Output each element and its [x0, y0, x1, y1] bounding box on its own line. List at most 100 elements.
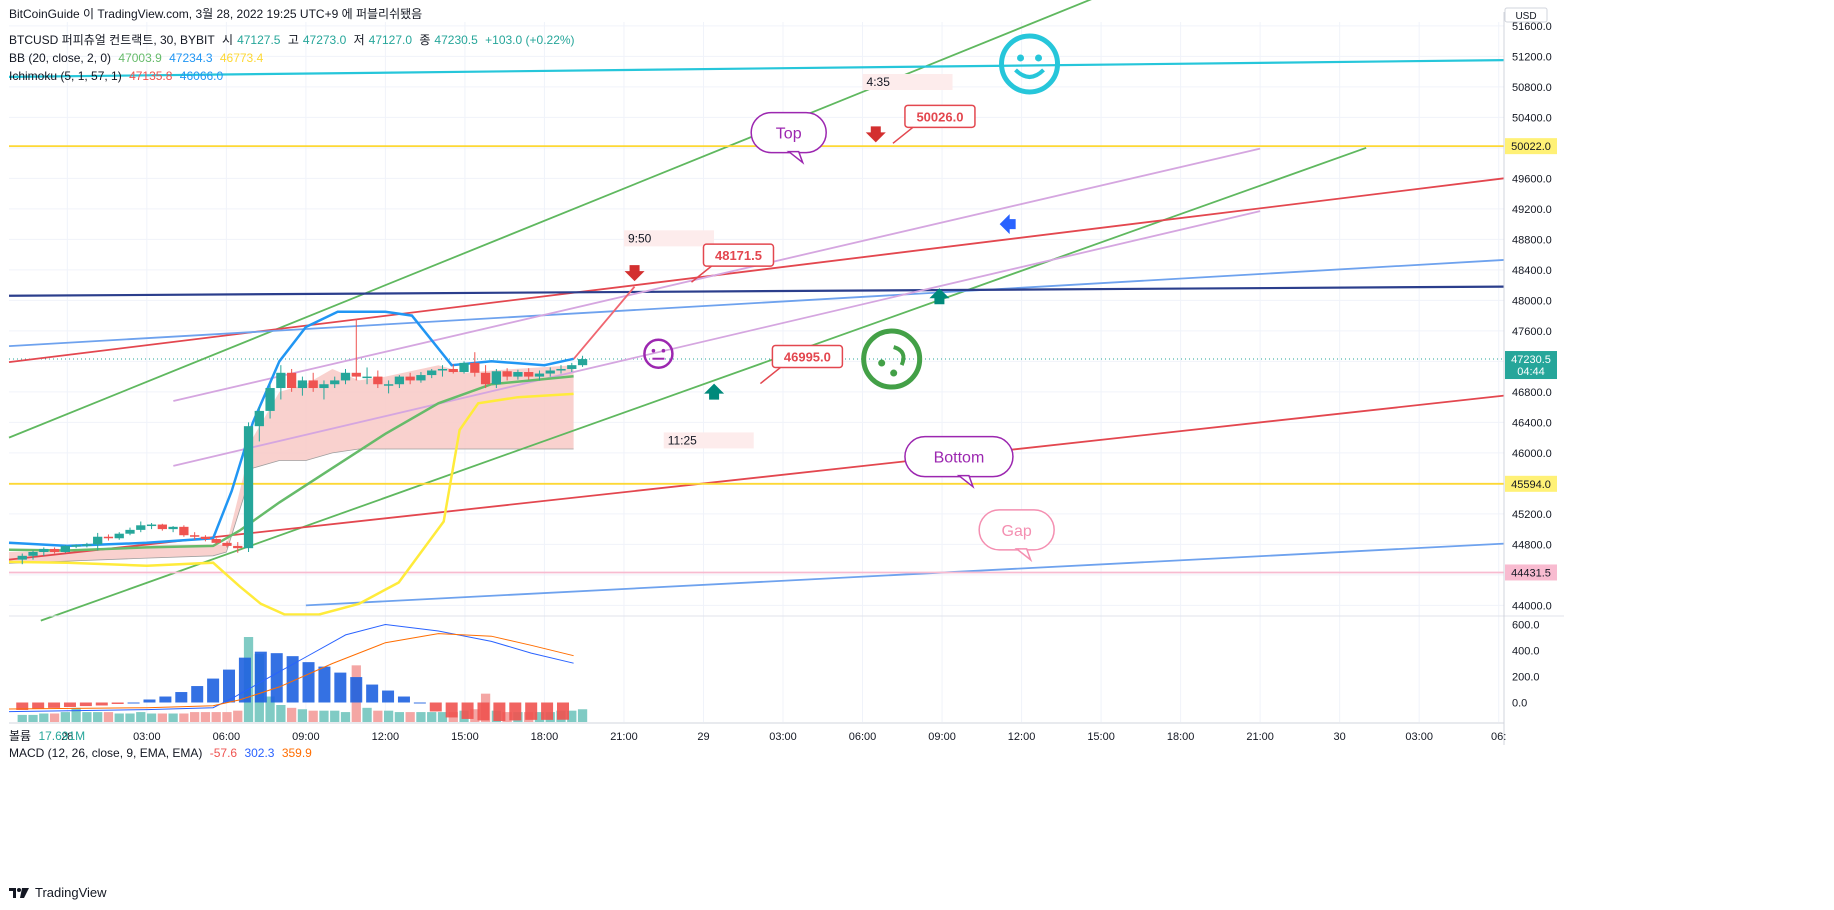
bb-basis-line: [8, 375, 574, 552]
speech-bubble-0: [750, 111, 827, 154]
price-label-countdown-0: 04:44: [1517, 366, 1545, 378]
price-label-box-3: [1505, 564, 1557, 581]
candle-body-14: [168, 526, 178, 530]
price-callout-label-2: 46995.0: [784, 350, 831, 365]
y-tick-label-16: 45200.0: [1512, 509, 1552, 521]
x-tick-label-5: 15:00: [451, 731, 479, 743]
candle-body-39: [437, 368, 448, 371]
speech-bubble-label-2: Gap: [1002, 523, 1032, 540]
volume-legend[interactable]: 볼륨 17.691M: [9, 729, 89, 743]
macd-hist-bar-26: [429, 702, 442, 712]
macd-hist-bar-12: [207, 678, 220, 703]
candle-body-8: [103, 536, 114, 539]
candle-body-2: [39, 548, 49, 552]
x-tick-label-0: 28: [61, 731, 73, 743]
volume-bar-38: [427, 712, 437, 722]
volume-bar-4: [60, 712, 70, 722]
price-label-0: 47230.5: [1511, 354, 1551, 366]
macd-legend[interactable]: MACD (12, 26, close, 9, EMA, EMA) -57.6 …: [9, 746, 316, 760]
speech-bubble-1: [904, 435, 1014, 478]
bb-upper-line: [8, 310, 574, 548]
volume-bar-52: [577, 709, 588, 722]
x-tick-label-7: 21:00: [610, 731, 638, 743]
bb-legend[interactable]: BB (20, close, 2, 0) 47003.9 47234.3 467…: [9, 51, 267, 65]
volume-bar-39: [437, 712, 448, 722]
candle-body-18: [211, 539, 221, 543]
volume-bar-0: [17, 714, 27, 722]
candle-body-37: [416, 375, 426, 381]
ichimoku-legend[interactable]: Ichimoku (5, 1, 57, 1) 47135.8 46066.0: [9, 69, 227, 83]
time-box-2: [663, 432, 754, 449]
candle-body-33: [373, 376, 383, 385]
macd-hist-bar-2: [48, 702, 61, 708]
candle-body-22: [254, 410, 264, 427]
volume-bar-32: [362, 707, 372, 722]
macd-label: MACD (12, 26, close, 9, EMA, EMA): [9, 746, 203, 760]
volume-bar-13: [157, 713, 167, 722]
x-tick-label-3: 09:00: [292, 731, 320, 743]
macd-tick-label-0: 600.0: [1512, 620, 1540, 632]
wink-eye-left: [878, 359, 886, 367]
y-tick-label-0: 51600.0: [1512, 21, 1552, 33]
candle-body-6: [82, 544, 92, 546]
arrow-up-3: [704, 383, 725, 400]
macd-hist-bar-15: [254, 651, 267, 703]
y-tick-label-6: 49200.0: [1512, 204, 1552, 216]
trendline-7: [8, 59, 1505, 79]
trendline-9: [173, 210, 1261, 467]
volume-bar-24: [276, 705, 286, 722]
macd-hist-value: -57.6: [209, 746, 238, 760]
ichimoku-conversion-value: 47135.8: [129, 69, 173, 83]
x-tick-label-4: 12:00: [372, 731, 400, 743]
macd-hist-bar-17: [286, 656, 299, 703]
trendline-6: [8, 285, 1505, 297]
smiley-mouth: [1014, 68, 1045, 79]
candle-body-26: [297, 380, 308, 389]
candle-body-35: [394, 376, 405, 385]
bb-label: BB (20, close, 2, 0): [9, 51, 112, 65]
ichimoku-cloud: [8, 365, 574, 564]
macd-volume-pane: [8, 615, 1564, 722]
volume-bar-6: [82, 712, 92, 722]
x-tick-label-17: 03:00: [1405, 731, 1433, 743]
x-tick-label-11: 09:00: [928, 731, 956, 743]
symbol-title[interactable]: BTCUSD 퍼피츄얼 컨트랙트, 30, BYBIT: [9, 33, 215, 47]
x-tick-label-16: 30: [1334, 731, 1346, 743]
volume-bar-45: [502, 712, 512, 722]
macd-hist-bar-30: [493, 702, 506, 722]
macd-hist-bar-0: [16, 702, 29, 710]
x-tick-label-12: 12:00: [1008, 731, 1036, 743]
candle-body-52: [577, 359, 588, 366]
macd-hist-bar-14: [238, 657, 251, 703]
x-tick-label-14: 18:00: [1167, 731, 1195, 743]
candle-body-31: [351, 372, 361, 377]
volume-bar-25: [286, 707, 297, 722]
candle-body-47: [524, 372, 534, 377]
arrow-down-0: [865, 126, 886, 143]
candle-body-1: [28, 551, 38, 556]
wink-face-icon: [861, 328, 923, 390]
macd-hist-bar-8: [143, 699, 156, 703]
candle-body-12: [146, 524, 157, 527]
macd-hist-bar-4: [79, 702, 92, 707]
time-box-label-1: 9:50: [628, 231, 652, 245]
volume-bar-33: [373, 710, 383, 722]
y-tick-label-1: 51200.0: [1512, 51, 1552, 63]
currency-label: USD: [1515, 11, 1536, 22]
volume-bar-28: [319, 710, 329, 722]
candle-body-23: [265, 388, 275, 411]
volume-bar-7: [93, 712, 103, 722]
candle-body-21: [243, 426, 254, 549]
volume-bar-19: [222, 712, 232, 722]
speech-bubble-tail-2: [1014, 548, 1033, 563]
price-label-1: 50022.0: [1511, 141, 1551, 153]
candle-body-0: [17, 555, 27, 560]
bb-basis-value: 47003.9: [118, 51, 162, 65]
candle-body-45: [502, 371, 512, 377]
candle-body-36: [405, 376, 415, 381]
tradingview-brand: TradingView: [8, 885, 107, 900]
arrow-down-1: [624, 265, 645, 282]
candle-body-43: [480, 372, 491, 385]
y-tick-label-10: 47600.0: [1512, 326, 1552, 338]
